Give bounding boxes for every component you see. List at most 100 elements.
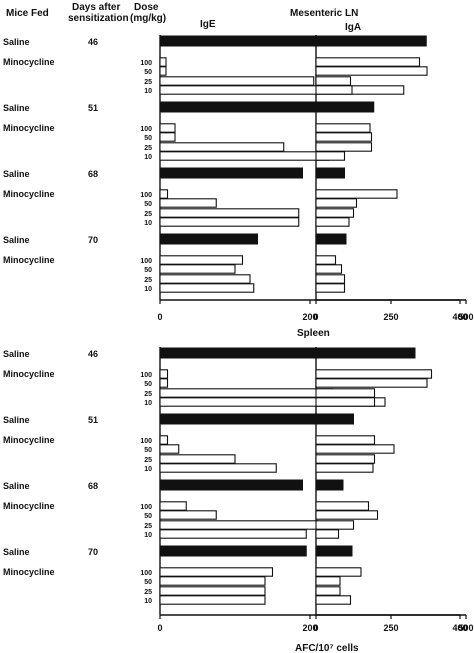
dose-label: 50	[144, 201, 152, 208]
row-label-minocycline: Minocycline	[3, 435, 55, 445]
dose-label: 10	[144, 598, 152, 605]
dose-label: 25	[144, 277, 152, 284]
saline-bar-ige	[159, 347, 416, 359]
dose-label: 50	[144, 447, 152, 454]
minocycline-bar-ige	[159, 501, 187, 511]
minocycline-bar-iga	[315, 274, 346, 284]
minocycline-bar-iga	[315, 501, 370, 511]
minocycline-bar-iga	[315, 454, 376, 464]
minocycline-bar-iga	[315, 369, 433, 379]
minocycline-bar-ige	[159, 189, 169, 199]
minocycline-bar-ige	[159, 463, 277, 473]
minocycline-bar-ige	[159, 217, 300, 227]
saline-bar-iga	[315, 545, 353, 557]
minocycline-bar-iga	[315, 388, 376, 398]
minocycline-bar-iga	[315, 208, 355, 218]
dose-label: 10	[144, 532, 152, 539]
row-label-saline: Saline	[3, 481, 30, 491]
row-label-minocycline: Minocycline	[3, 501, 55, 511]
row-label-minocycline: Minocycline	[3, 567, 55, 577]
section-title-mesenteric: Mesenteric LN	[290, 8, 358, 19]
row-label-minocycline: Minocycline	[3, 189, 55, 199]
minocycline-bar-iga	[315, 378, 428, 388]
iga-x-tick-label: 500	[458, 623, 473, 633]
minocycline-bar-iga	[315, 586, 341, 596]
saline-bar-ige	[159, 167, 303, 179]
saline-bar-ige	[159, 479, 303, 491]
minocycline-bar-ige	[159, 520, 319, 530]
saline-bar-iga	[315, 347, 369, 359]
row-label-minocycline: Minocycline	[3, 123, 55, 133]
saline-bar-iga	[315, 413, 354, 425]
minocycline-bar-iga	[315, 66, 428, 76]
dose-label: 50	[144, 381, 152, 388]
dose-label: 100	[140, 192, 152, 199]
row-label-saline: Saline	[3, 415, 30, 425]
minocycline-bar-iga	[315, 435, 376, 445]
dose-label: 10	[144, 88, 152, 95]
row-label-saline: Saline	[3, 235, 30, 245]
minocycline-bar-iga	[315, 217, 350, 227]
section-title-spleen: Spleen	[297, 328, 330, 339]
minocycline-bar-ige	[159, 378, 169, 388]
minocycline-bar-ige	[159, 397, 386, 407]
dose-label: 25	[144, 589, 152, 596]
minocycline-bar-iga	[315, 123, 371, 133]
minocycline-bar-iga	[315, 510, 379, 520]
minocycline-bar-ige	[159, 76, 315, 86]
minocycline-bar-iga	[315, 520, 355, 530]
iga-x-tick-label: 250	[383, 312, 398, 322]
minocycline-bar-iga	[315, 444, 395, 454]
minocycline-bar-ige	[159, 369, 169, 379]
row-label-minocycline: Minocycline	[3, 255, 55, 265]
minocycline-bar-ige	[159, 85, 405, 95]
minocycline-bar-iga	[315, 397, 376, 407]
minocycline-bar-ige	[159, 66, 167, 76]
ige-x-tick-label: 200	[302, 312, 317, 322]
minocycline-bar-iga	[315, 198, 358, 208]
header-days-line1: Days after	[72, 2, 120, 13]
dose-label: 25	[144, 211, 152, 218]
dose-label: 50	[144, 267, 152, 274]
dose-label: 100	[140, 126, 152, 133]
dose-label: 100	[140, 504, 152, 511]
days-label: 46	[88, 349, 98, 359]
panel-title-ige: IgE	[200, 19, 216, 30]
panel-title-iga: IgA	[345, 22, 361, 33]
ige-x-tick-label: 0	[157, 312, 162, 322]
dose-label: 10	[144, 466, 152, 473]
dose-label: 25	[144, 457, 152, 464]
minocycline-bar-iga	[315, 85, 353, 95]
dose-label: 100	[140, 570, 152, 577]
minocycline-bar-ige	[159, 255, 244, 265]
dose-label: 10	[144, 286, 152, 293]
dose-label: 10	[144, 400, 152, 407]
minocycline-bar-iga	[315, 57, 421, 67]
saline-bar-ige	[159, 101, 375, 113]
minocycline-bar-ige	[159, 57, 167, 67]
minocycline-bar-ige	[159, 208, 300, 218]
days-label: 70	[88, 547, 98, 557]
minocycline-bar-iga	[315, 567, 362, 577]
minocycline-bar-iga	[315, 132, 373, 142]
minocycline-bar-iga	[315, 463, 374, 473]
dose-label: 10	[144, 220, 152, 227]
row-label-minocycline: Minocycline	[3, 57, 55, 67]
row-label-minocycline: Minocycline	[3, 369, 55, 379]
dose-label: 25	[144, 391, 152, 398]
days-label: 68	[88, 481, 98, 491]
minocycline-bar-ige	[159, 529, 307, 539]
ige-x-tick-label: 400	[452, 623, 467, 633]
minocycline-bar-iga	[315, 283, 346, 293]
saline-bar-ige	[159, 545, 307, 557]
header-dose-line1: Dose	[134, 2, 159, 13]
days-label: 51	[88, 415, 98, 425]
dose-label: 25	[144, 523, 152, 530]
dose-label: 10	[144, 154, 152, 161]
saline-bar-ige	[159, 35, 427, 47]
ige-x-tick-label: 200	[302, 623, 317, 633]
dose-label: 50	[144, 135, 152, 142]
dose-label: 100	[140, 60, 152, 67]
minocycline-bar-ige	[159, 586, 266, 596]
minocycline-bar-iga	[315, 151, 346, 161]
